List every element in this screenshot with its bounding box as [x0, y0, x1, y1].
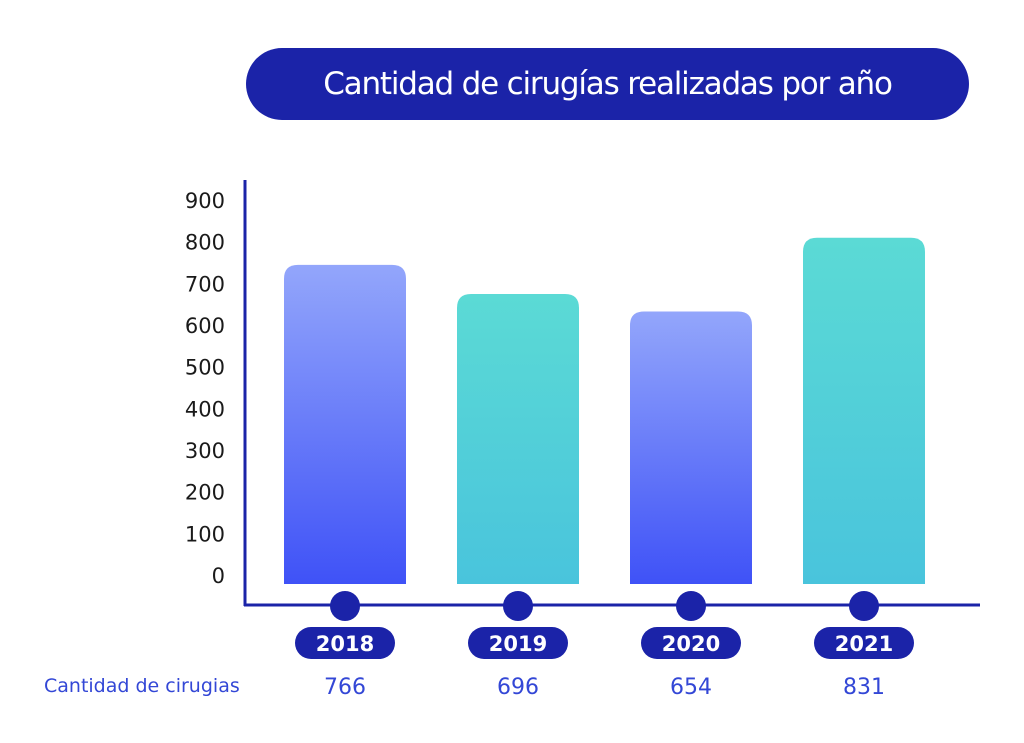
y-tick-label: 200: [185, 481, 225, 505]
year-pill: [468, 627, 568, 659]
year-label: 2018: [316, 632, 374, 656]
marker-dot: [503, 591, 533, 621]
y-tick-label: 900: [185, 189, 225, 213]
marker-dot: [849, 591, 879, 621]
y-tick-label: 500: [185, 356, 225, 380]
bar-2018: [284, 264, 406, 584]
value-label: 766: [324, 675, 366, 700]
y-tick-label: 700: [185, 272, 225, 296]
year-pill: [641, 627, 741, 659]
x-axis-markers: [330, 591, 879, 621]
bars: [284, 237, 925, 584]
year-pill: [814, 627, 914, 659]
y-tick-label: 300: [185, 439, 225, 463]
year-label: 2020: [662, 632, 720, 656]
y-tick-label: 400: [185, 397, 225, 421]
value-labels: 766 696 654 831: [324, 675, 885, 700]
year-label: 2021: [835, 632, 893, 656]
row-label: Cantidad de cirugias: [44, 675, 240, 697]
y-tick-label: 600: [185, 314, 225, 338]
bar-2021: [803, 237, 925, 584]
year-pill: [295, 627, 395, 659]
value-label: 696: [497, 675, 539, 700]
y-axis-ticks: 0 100 200 300 400 500 600 700 800 900: [185, 189, 225, 588]
year-labels: 2018 2019 2020 2021: [295, 627, 914, 659]
bar-2020: [630, 311, 752, 584]
year-label: 2019: [489, 632, 547, 656]
y-tick-label: 100: [185, 522, 225, 546]
y-tick-label: 0: [212, 564, 225, 588]
value-label: 831: [843, 675, 885, 700]
chart-title: Cantidad de cirugías realizadas por año: [246, 48, 969, 120]
bar-2019: [457, 294, 579, 584]
marker-dot: [330, 591, 360, 621]
marker-dot: [676, 591, 706, 621]
y-tick-label: 800: [185, 231, 225, 255]
value-label: 654: [670, 675, 712, 700]
